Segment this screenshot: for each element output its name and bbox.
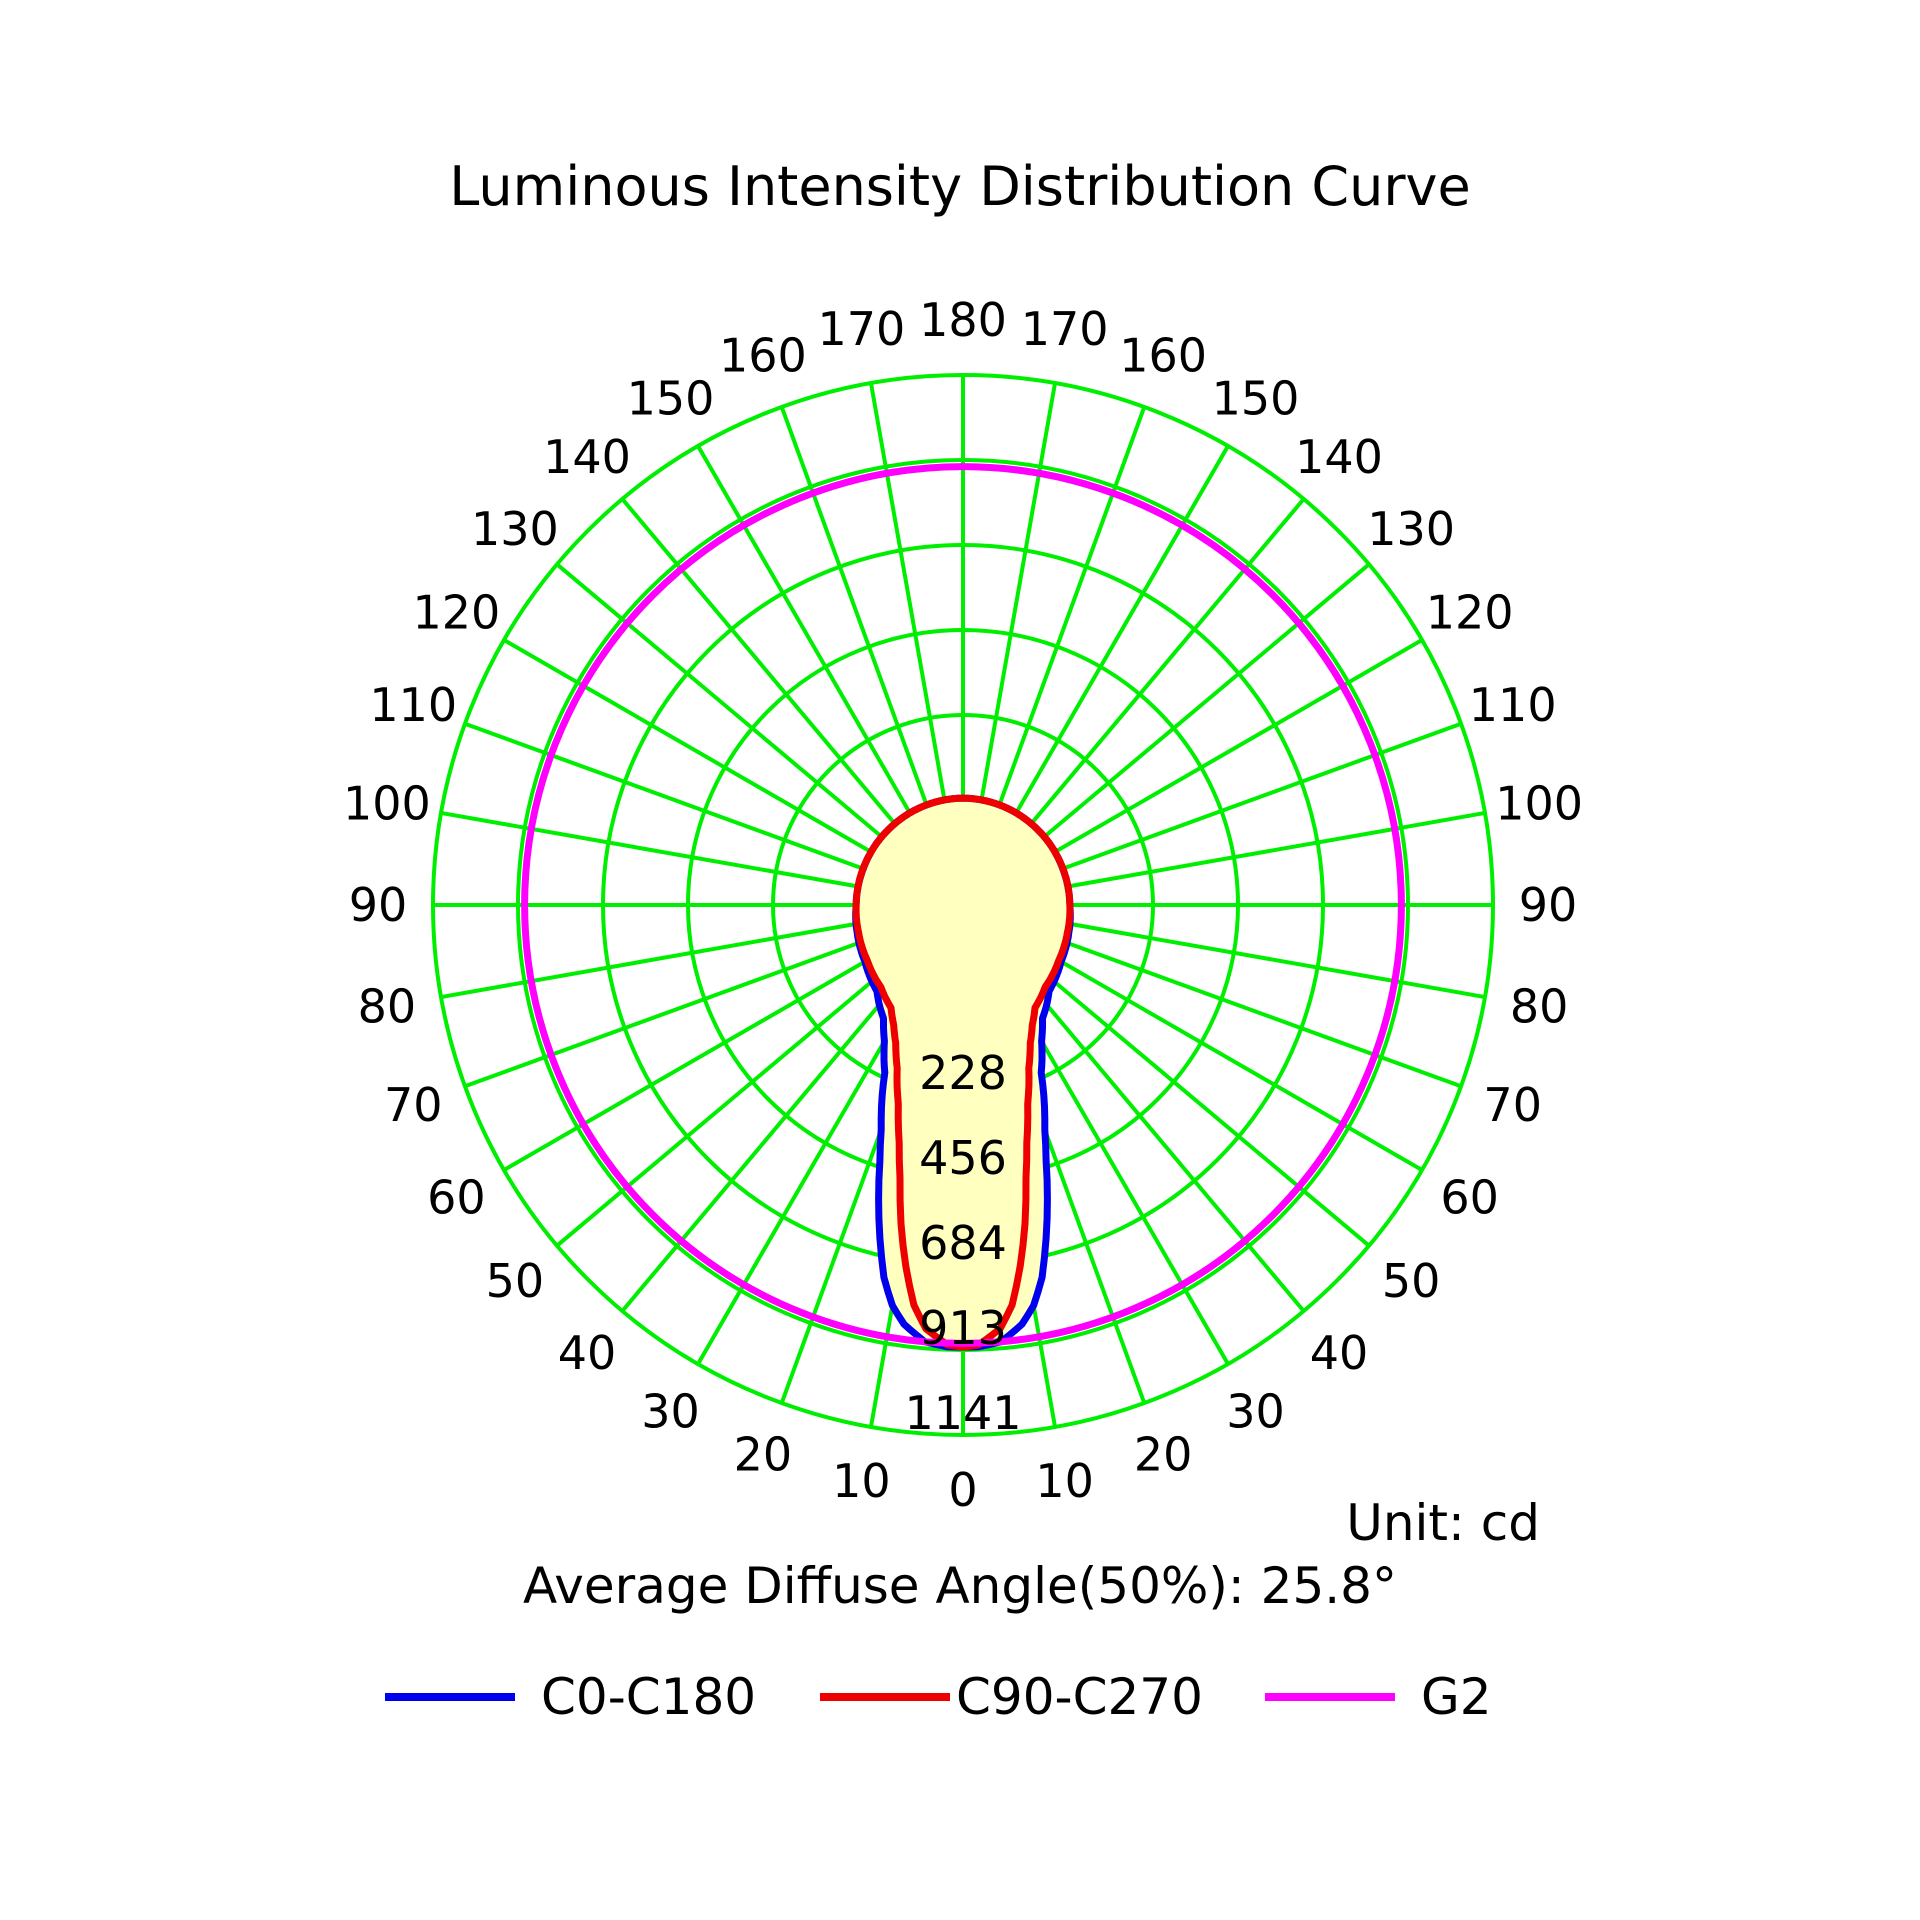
- angle-tick-label: 160: [719, 328, 807, 382]
- grid-spoke: [464, 721, 866, 871]
- grid-spoke: [696, 994, 913, 1365]
- intensity-curves: [521, 463, 1405, 1351]
- grid-spoke: [1013, 445, 1230, 816]
- grid-spoke: [979, 382, 1058, 802]
- angle-tick-label: 110: [1469, 678, 1557, 732]
- beam-fill-area: [855, 798, 1071, 1348]
- ring-value-label: 456: [919, 1131, 1007, 1185]
- grid-spoke: [1052, 955, 1423, 1172]
- angle-tick-label: 70: [1483, 1078, 1542, 1132]
- grid-spoke: [620, 984, 898, 1313]
- grid-spoke: [779, 406, 929, 808]
- angle-tick-label: 90: [1519, 878, 1578, 932]
- angle-tick-label: 160: [1119, 328, 1207, 382]
- grid-spoke: [555, 562, 884, 840]
- grid-spoke: [464, 939, 866, 1089]
- polar-grid: [431, 373, 1495, 1437]
- grid-spoke: [555, 970, 884, 1248]
- ring-value-label: 228: [919, 1046, 1007, 1100]
- angle-tick-label: 60: [427, 1171, 486, 1225]
- angle-tick-label: 20: [734, 1428, 793, 1482]
- legend-label-g2: G2: [1421, 1668, 1492, 1726]
- grid-spoke: [1066, 921, 1486, 1000]
- angle-tick-label: 130: [1367, 502, 1455, 556]
- grid-spoke: [1052, 638, 1423, 855]
- angle-tick-label: 0: [948, 1463, 977, 1517]
- ring-value-label: 684: [919, 1216, 1007, 1270]
- angle-tick-label: 40: [1310, 1326, 1369, 1380]
- angle-tick-label: 170: [817, 302, 905, 356]
- angle-tick-label: 150: [627, 371, 715, 425]
- legend-label-c0-c180: C0-C180: [541, 1668, 756, 1726]
- grid-spoke: [440, 921, 860, 1000]
- grid-spoke: [696, 445, 913, 816]
- series-g2-curve: [521, 463, 1405, 1347]
- angle-tick-label: 120: [1426, 586, 1514, 640]
- angle-tick-label: 70: [384, 1078, 443, 1132]
- grid-spoke: [1042, 970, 1371, 1248]
- chart-title: Luminous Intensity Distribution Curve: [449, 155, 1470, 218]
- grid-ring: [431, 373, 1495, 1437]
- angle-tick-label: 180: [919, 293, 1007, 347]
- angle-tick-label: 80: [1510, 980, 1569, 1034]
- grid-spoke: [1013, 994, 1230, 1365]
- grid-spoke: [997, 406, 1147, 808]
- angle-tick-label: 150: [1212, 371, 1300, 425]
- angle-tick-label: 40: [558, 1326, 617, 1380]
- angle-tick-label: 10: [832, 1454, 891, 1508]
- angle-tick-label: 60: [1440, 1171, 1499, 1225]
- unit-label: Unit: cd: [1346, 1494, 1540, 1552]
- series-c90-c270-curve: [852, 794, 1074, 1351]
- angle-tick-label: 30: [1226, 1385, 1285, 1439]
- diffuse-angle-label: Average Diffuse Angle(50%): 25.8°: [523, 1557, 1397, 1615]
- legend-label-c90-c270: C90-C270: [956, 1668, 1203, 1726]
- angle-tick-label: 80: [358, 980, 417, 1034]
- grid-spoke: [1042, 562, 1371, 840]
- angle-tick-label: 20: [1134, 1428, 1193, 1482]
- beam-fill: [855, 798, 1071, 1348]
- grid-spoke: [1028, 984, 1306, 1313]
- axis-labels: 2284566849131141010203040506070809010011…: [343, 293, 1583, 1517]
- angle-tick-label: 140: [1295, 430, 1383, 484]
- ring-value-label: 913: [919, 1301, 1007, 1355]
- grid-spoke: [1060, 721, 1462, 871]
- ring-value-label: 1141: [904, 1386, 1021, 1440]
- angle-tick-label: 30: [641, 1385, 700, 1439]
- grid-spoke: [868, 382, 947, 802]
- angle-tick-label: 50: [1382, 1254, 1441, 1308]
- grid-spoke: [620, 497, 898, 826]
- angle-tick-label: 140: [543, 430, 631, 484]
- grid-spoke: [1028, 497, 1306, 826]
- grid-spoke: [1066, 810, 1486, 889]
- grid-spoke: [1060, 939, 1462, 1089]
- angle-tick-label: 90: [349, 878, 408, 932]
- grid-spoke: [503, 638, 874, 855]
- legend: C0-C180 C90-C270 G2: [385, 1668, 1492, 1726]
- angle-tick-label: 120: [412, 586, 500, 640]
- angle-tick-label: 10: [1035, 1454, 1094, 1508]
- grid-spoke: [503, 955, 874, 1172]
- angle-tick-label: 170: [1021, 302, 1109, 356]
- angle-tick-label: 110: [369, 678, 457, 732]
- angle-tick-label: 100: [1495, 776, 1583, 830]
- angle-tick-label: 100: [343, 776, 431, 830]
- grid-spoke: [440, 810, 860, 889]
- angle-tick-label: 130: [471, 502, 559, 556]
- angle-tick-label: 50: [486, 1254, 545, 1308]
